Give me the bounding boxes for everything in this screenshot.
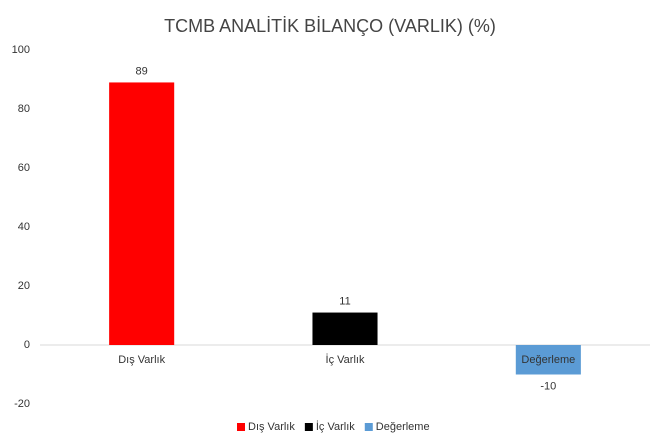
y-tick-label: 60 bbox=[18, 162, 30, 174]
value-label: 89 bbox=[136, 65, 148, 77]
chart-title: TCMB ANALİTİK BİLANÇO (VARLIK) (%) bbox=[164, 16, 496, 36]
legend-swatch bbox=[364, 423, 373, 431]
legend-label: İç Varlık bbox=[316, 420, 355, 433]
legend-swatch bbox=[237, 423, 245, 431]
x-tick-label: İç Varlık bbox=[326, 353, 365, 366]
bar bbox=[312, 312, 378, 345]
legend-label: Değerleme bbox=[376, 421, 430, 433]
y-tick-label: -20 bbox=[14, 398, 30, 410]
y-tick-label: 40 bbox=[18, 221, 30, 233]
y-tick-label: 0 bbox=[24, 339, 30, 351]
value-label: 11 bbox=[339, 295, 350, 307]
y-tick-label: 20 bbox=[18, 280, 30, 292]
legend-swatch bbox=[304, 423, 313, 431]
bar bbox=[515, 345, 581, 375]
x-tick-label: Değerleme bbox=[521, 354, 575, 366]
x-tick-label: Dış Varlık bbox=[118, 354, 165, 366]
y-tick-label: 100 bbox=[12, 44, 30, 56]
bar bbox=[109, 82, 175, 345]
value-label: -10 bbox=[540, 380, 556, 392]
legend-label: Dış Varlık bbox=[248, 421, 295, 433]
y-tick-label: 80 bbox=[18, 103, 30, 115]
